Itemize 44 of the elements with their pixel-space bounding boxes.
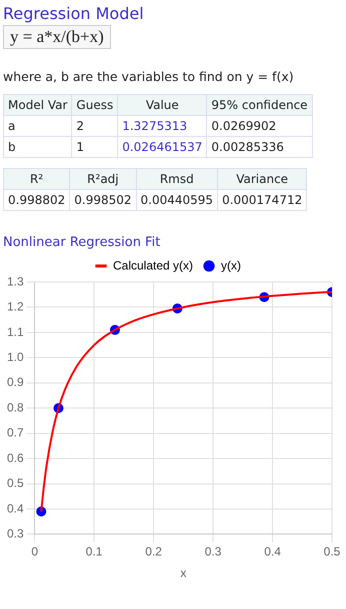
text: where a, b are the variables to find on y = f(x)	[3, 69, 295, 84]
text: 0.998802	[4, 190, 70, 210]
text: 0.0269902	[206, 116, 312, 136]
y-tick-label: 0.8	[6, 400, 24, 414]
text: R²	[4, 168, 70, 190]
text: Variance	[218, 168, 307, 190]
text: 2	[72, 116, 118, 136]
y-tick-label: 1.2	[6, 300, 24, 314]
text: 0.00285336	[206, 136, 312, 158]
y-tick-label: 1.1	[6, 324, 24, 339]
text: a	[4, 116, 72, 136]
text: y = a*x/(b+x)	[3, 25, 111, 49]
legend-label: Calculated y(x)	[112, 258, 194, 272]
y-tick-label: 0.4	[6, 501, 24, 516]
y-tick-label: 1.3	[6, 274, 24, 288]
text: Regression Model	[3, 4, 145, 23]
x-tick-label: 0.4	[264, 544, 282, 559]
x-tick-label: 0	[31, 544, 38, 559]
text: 1.3275313	[118, 116, 207, 136]
text: 0.00440595	[136, 190, 218, 210]
y-tick-label: 1.0	[6, 350, 24, 364]
text: Rmsd	[136, 168, 218, 190]
text: 0.998502	[70, 190, 136, 210]
y-tick-label: 0.5	[6, 476, 24, 490]
y-tick-label: 0.3	[6, 526, 24, 541]
text: 95% confidence	[206, 94, 312, 116]
text: 0.000174712	[218, 190, 307, 210]
text: Value	[118, 94, 207, 116]
y-tick-label: 0.9	[6, 375, 24, 390]
y-tick-label: 0.6	[6, 450, 24, 465]
x-tick-label: 0.2	[145, 544, 162, 559]
text: 0.026461537	[118, 136, 207, 158]
text: R²adj	[70, 168, 136, 190]
text: Model Var	[4, 94, 72, 116]
x-tick-label: 0.3	[204, 544, 222, 559]
y-tick-label: 0.7	[6, 426, 24, 440]
text: 1	[72, 136, 118, 158]
text: b	[4, 136, 72, 158]
x-tick-label: 0.5	[324, 544, 341, 559]
text: Guess	[72, 94, 118, 116]
x-axis-title: x	[180, 566, 186, 580]
chart-title: Nonlinear Regression Fit	[3, 235, 162, 250]
legend-label: y(x)	[221, 258, 242, 272]
x-tick-label: 0.1	[86, 544, 103, 559]
